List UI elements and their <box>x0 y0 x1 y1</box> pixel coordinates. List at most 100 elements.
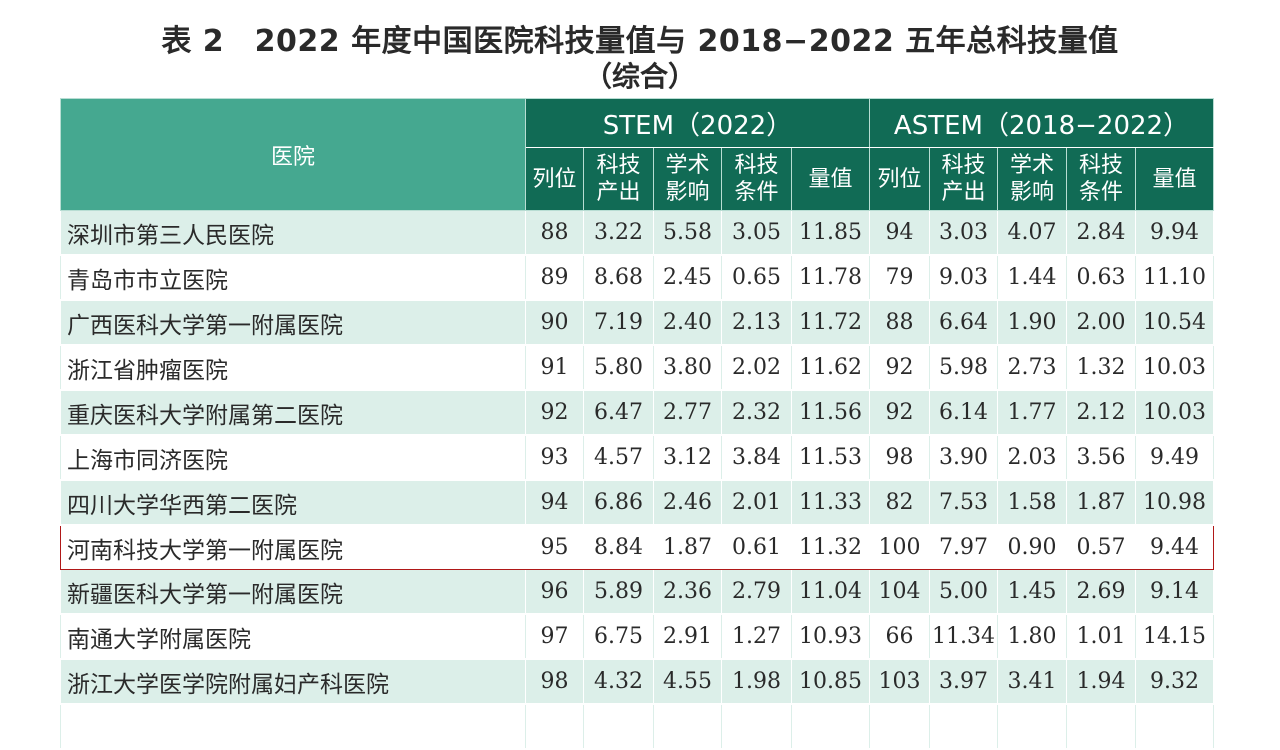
hospital-name: 新疆医科大学第一附属医院 <box>60 569 526 615</box>
stem-rank: 92 <box>525 389 584 436</box>
astem-value: 9.44 <box>1135 524 1214 570</box>
stem-output <box>583 703 654 750</box>
astem-impact: 2.73 <box>997 344 1067 391</box>
astem-output: 11.34 <box>929 613 998 660</box>
hospital-name: 河南科技大学第一附属医院 <box>60 524 526 570</box>
stem-output: 3.22 <box>583 210 654 256</box>
stem-condition: 2.02 <box>721 344 792 391</box>
astem-rank: 66 <box>869 613 930 660</box>
table-body: 深圳市第三人民医院 88 3.22 5.58 3.05 11.85 94 3.0… <box>60 210 1214 750</box>
stem-impact: 2.36 <box>653 569 722 615</box>
stem-impact: 2.45 <box>653 254 722 301</box>
stem-condition: 3.05 <box>721 210 792 256</box>
astem-group-header: ASTEM（2018−2022） <box>869 98 1214 148</box>
astem-output: 9.03 <box>929 254 998 301</box>
table-title: 表 2 2022 年度中国医院科技量值与 2018−2022 五年总科技量值 <box>161 24 1119 59</box>
stem-value: 11.85 <box>791 210 870 256</box>
astem-condition: 2.12 <box>1066 389 1136 436</box>
astem-rank: 79 <box>869 254 930 301</box>
astem-rank <box>869 703 930 750</box>
stem-condition-header: 科技 条件 <box>721 147 792 211</box>
astem-value-header: 量值 <box>1135 147 1214 211</box>
astem-condition: 2.69 <box>1066 569 1136 615</box>
stem-impact <box>653 703 722 750</box>
astem-condition: 2.00 <box>1066 299 1136 346</box>
astem-output: 7.97 <box>929 524 998 570</box>
stem-output: 5.80 <box>583 344 654 391</box>
stem-impact: 3.80 <box>653 344 722 391</box>
astem-impact: 0.90 <box>997 524 1067 570</box>
hospital-header: 医院 <box>60 98 526 211</box>
stem-rank: 95 <box>525 524 584 570</box>
astem-value <box>1135 703 1214 750</box>
astem-rank: 104 <box>869 569 930 615</box>
stem-output: 6.86 <box>583 479 654 526</box>
stem-value: 11.04 <box>791 569 870 615</box>
astem-output: 5.98 <box>929 344 998 391</box>
astem-condition: 0.63 <box>1066 254 1136 301</box>
table-row: 浙江省肿瘤医院 91 5.80 3.80 2.02 11.62 92 5.98 … <box>60 344 1214 391</box>
stem-condition: 1.27 <box>721 613 792 660</box>
hospital-name: 南通大学附属医院 <box>60 613 526 660</box>
astem-value: 9.94 <box>1135 210 1214 256</box>
astem-condition: 2.84 <box>1066 210 1136 256</box>
table-row: 四川大学华西第二医院 94 6.86 2.46 2.01 11.33 82 7.… <box>60 479 1214 526</box>
astem-impact: 2.03 <box>997 434 1067 481</box>
stem-impact: 2.77 <box>653 389 722 436</box>
stem-rank: 91 <box>525 344 584 391</box>
table-row-partial <box>60 703 1214 750</box>
astem-value: 10.03 <box>1135 344 1214 391</box>
stem-value: 11.32 <box>791 524 870 570</box>
table-row: 广西医科大学第一附属医院 90 7.19 2.40 2.13 11.72 88 … <box>60 299 1214 346</box>
hospital-name: 上海市同济医院 <box>60 434 526 481</box>
stem-condition: 2.01 <box>721 479 792 526</box>
astem-impact: 1.45 <box>997 569 1067 615</box>
astem-value: 9.32 <box>1135 658 1214 705</box>
astem-rank: 92 <box>869 344 930 391</box>
stem-value: 10.93 <box>791 613 870 660</box>
astem-output <box>929 703 998 750</box>
astem-impact <box>997 703 1067 750</box>
astem-rank: 98 <box>869 434 930 481</box>
hospital-name: 深圳市第三人民医院 <box>60 210 526 256</box>
table-row: 浙江大学医学院附属妇产科医院 98 4.32 4.55 1.98 10.85 1… <box>60 658 1214 705</box>
ranking-table: 医院 STEM（2022） ASTEM（2018−2022） 列位 科技 产出 … <box>60 98 1214 750</box>
astem-output: 6.14 <box>929 389 998 436</box>
astem-rank: 100 <box>869 524 930 570</box>
stem-value: 11.78 <box>791 254 870 301</box>
hospital-name: 浙江大学医学院附属妇产科医院 <box>60 658 526 705</box>
hospital-name: 浙江省肿瘤医院 <box>60 344 526 391</box>
stem-output-header: 科技 产出 <box>583 147 654 211</box>
astem-value: 10.03 <box>1135 389 1214 436</box>
astem-value: 11.10 <box>1135 254 1214 301</box>
hospital-name <box>60 703 526 750</box>
astem-value: 10.54 <box>1135 299 1214 346</box>
astem-output: 3.97 <box>929 658 998 705</box>
stem-output: 5.89 <box>583 569 654 615</box>
hospital-name: 广西医科大学第一附属医院 <box>60 299 526 346</box>
astem-condition <box>1066 703 1136 750</box>
stem-value: 10.85 <box>791 658 870 705</box>
table-row-highlighted: 河南科技大学第一附属医院 95 8.84 1.87 0.61 11.32 100… <box>60 524 1214 570</box>
table-row: 深圳市第三人民医院 88 3.22 5.58 3.05 11.85 94 3.0… <box>60 210 1214 256</box>
astem-condition: 1.87 <box>1066 479 1136 526</box>
astem-value: 9.49 <box>1135 434 1214 481</box>
stem-rank: 97 <box>525 613 584 660</box>
astem-impact: 1.58 <box>997 479 1067 526</box>
stem-condition: 0.61 <box>721 524 792 570</box>
hospital-name: 四川大学华西第二医院 <box>60 479 526 526</box>
astem-impact-header: 学术 影响 <box>997 147 1067 211</box>
astem-value: 14.15 <box>1135 613 1214 660</box>
hospital-name: 青岛市市立医院 <box>60 254 526 301</box>
stem-impact: 1.87 <box>653 524 722 570</box>
astem-output: 3.90 <box>929 434 998 481</box>
stem-condition: 2.32 <box>721 389 792 436</box>
stem-output: 7.19 <box>583 299 654 346</box>
stem-output: 6.75 <box>583 613 654 660</box>
astem-impact: 1.90 <box>997 299 1067 346</box>
table-subtitle: （综合） <box>583 60 696 93</box>
astem-impact: 1.80 <box>997 613 1067 660</box>
astem-condition: 3.56 <box>1066 434 1136 481</box>
hospital-name: 重庆医科大学附属第二医院 <box>60 389 526 436</box>
astem-output: 5.00 <box>929 569 998 615</box>
